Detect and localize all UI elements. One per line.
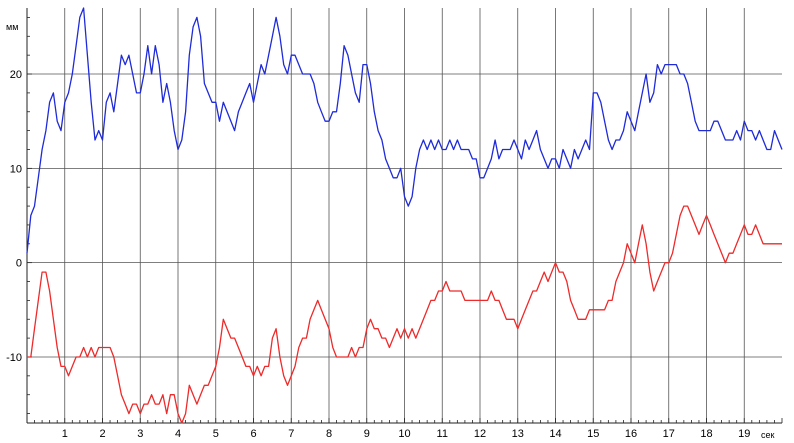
x-tick-label: 2 xyxy=(99,428,105,440)
x-tick-labels: 1 2 3 4 5 6 7 8 9 10 11 12 13 14 15 16 17 18 19 xyxy=(62,428,751,440)
x-tick-label: 11 xyxy=(437,428,448,440)
x-tick-label: 6 xyxy=(250,428,256,440)
y-tick-labels: 20 10 0 -10 xyxy=(6,69,22,364)
y-tick-label: -10 xyxy=(6,352,22,364)
x-tick-label: 3 xyxy=(137,428,143,440)
x-tick-label: 8 xyxy=(326,428,332,440)
y-tick-label: 10 xyxy=(10,163,22,175)
x-tick-label: 9 xyxy=(364,428,370,440)
x-tick-label: 18 xyxy=(700,428,712,440)
x-tick-label: 7 xyxy=(288,428,294,440)
x-axis-label: сек xyxy=(761,430,775,440)
axis-frame xyxy=(26,8,783,424)
series-line-1 xyxy=(26,7,783,254)
y-tick-label: 20 xyxy=(10,69,22,81)
x-tick-label: 4 xyxy=(175,428,181,440)
x-tick-label: 17 xyxy=(663,428,675,440)
series-line-2 xyxy=(27,205,782,424)
x-tick-label: 13 xyxy=(512,428,524,440)
y-tick-label: 0 xyxy=(16,258,22,270)
series-layer xyxy=(26,7,783,424)
x-tick-label: 15 xyxy=(587,428,599,440)
x-tick-label: 14 xyxy=(549,428,561,440)
x-tick-label: 12 xyxy=(474,428,486,440)
x-tick-label: 19 xyxy=(738,428,750,440)
x-tick-label: 10 xyxy=(398,428,410,440)
y-axis-label: мм xyxy=(6,22,18,32)
x-tick-label: 16 xyxy=(625,428,637,440)
grid xyxy=(27,8,782,423)
x-tick-label: 1 xyxy=(62,428,68,440)
x-tick-label: 5 xyxy=(213,428,219,440)
